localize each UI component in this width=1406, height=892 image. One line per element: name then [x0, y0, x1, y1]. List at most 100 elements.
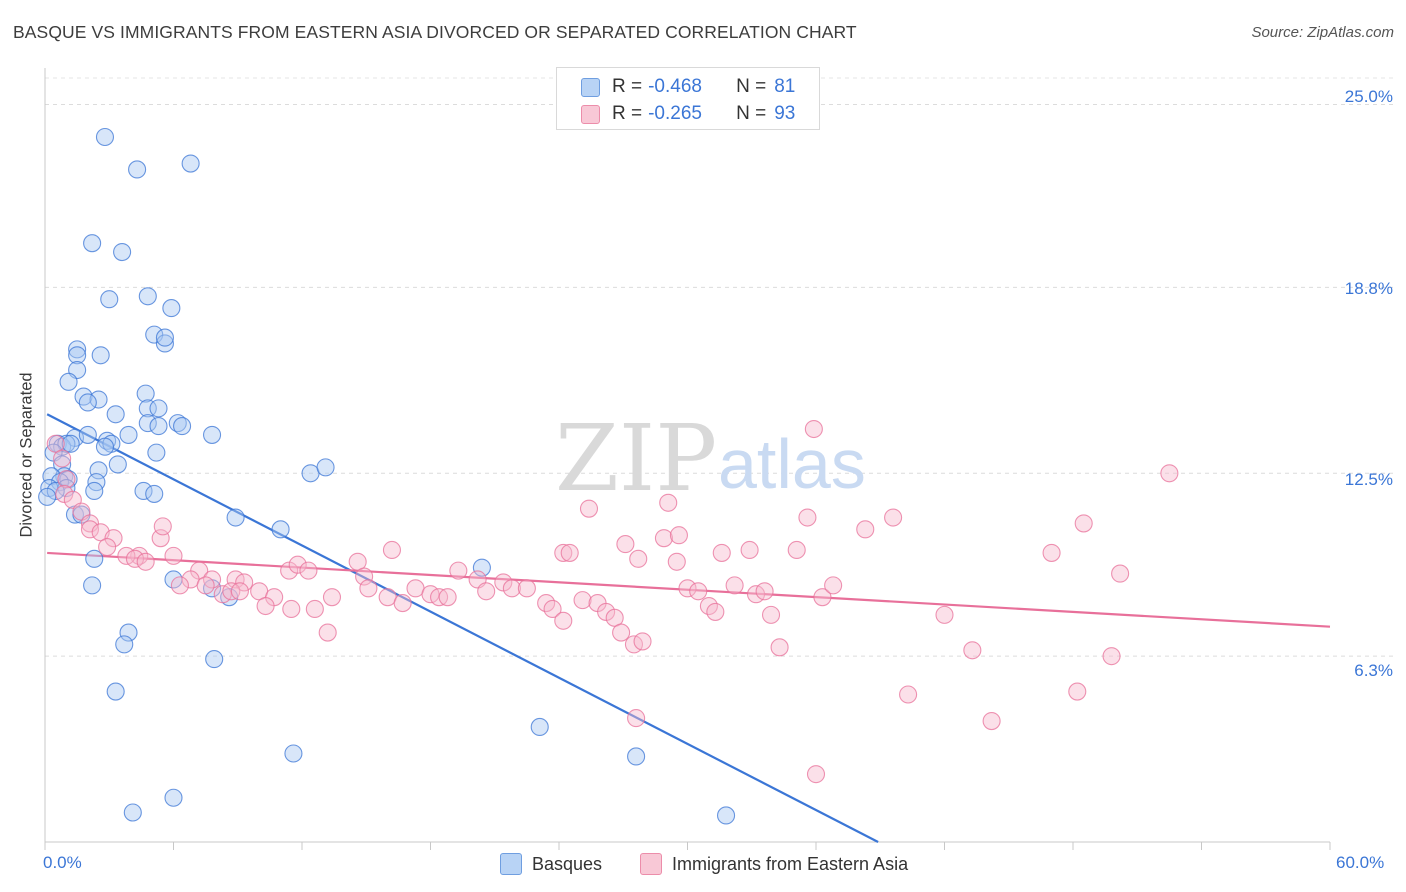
eastern-asia-point — [824, 576, 843, 595]
basques-point — [95, 437, 115, 456]
basques-point — [226, 508, 245, 527]
basques-point — [138, 399, 157, 418]
basques-point — [115, 635, 134, 654]
eastern-asia-point — [164, 546, 183, 565]
eastern-asia-point — [1160, 464, 1179, 483]
eastern-asia-point — [322, 588, 342, 607]
basques-point — [145, 484, 164, 503]
eastern-asia-point — [477, 582, 496, 601]
basques-point — [164, 788, 183, 807]
eastern-asia-point — [554, 543, 573, 562]
eastern-asia-point — [543, 599, 562, 619]
eastern-asia-point — [230, 582, 249, 601]
chart-title: BASQUE VS IMMIGRANTS FROM EASTERN ASIA D… — [13, 22, 857, 42]
correlation-legend: R = -0.468 N = 81 R = -0.265 N = 93 — [556, 67, 820, 130]
eastern-asia-point — [256, 596, 275, 616]
eastern-asia-point — [80, 514, 100, 533]
basques-point — [113, 242, 132, 262]
basques-point — [316, 458, 335, 477]
basques-point — [155, 328, 174, 347]
eastern-asia-point — [787, 540, 806, 560]
basques-point — [83, 234, 102, 253]
basques-point — [108, 455, 127, 474]
basques-point — [78, 425, 97, 444]
eastern-asia-point — [151, 529, 170, 548]
eastern-asia-point — [53, 449, 72, 468]
legend-label: Basques — [532, 853, 603, 874]
basques-point — [181, 154, 200, 173]
eastern-asia-point — [125, 549, 144, 568]
eastern-asia-point — [170, 576, 189, 595]
watermark-zip: ZIP — [555, 405, 717, 512]
eastern-asia-point — [235, 573, 254, 592]
legend-item-basques[interactable]: Basques — [500, 852, 602, 876]
r-label: R = — [612, 76, 643, 97]
legend-row-eastern-asia: R = -0.265 N = 93 — [581, 101, 795, 127]
source-label: Source: ZipAtlas.com — [1251, 24, 1394, 41]
basques-point — [203, 425, 222, 444]
basques-point — [138, 287, 157, 306]
basques-point — [205, 650, 224, 669]
eastern-asia-point — [393, 594, 412, 613]
basques-point — [61, 434, 80, 453]
basques-point — [627, 747, 646, 766]
eastern-asia-point — [629, 549, 648, 568]
basques-point — [472, 558, 491, 577]
legend-label: Immigrants from Eastern Asia — [672, 853, 909, 874]
eastern-asia-point — [740, 540, 759, 560]
eastern-asia-point — [305, 599, 324, 619]
basques-point — [38, 487, 57, 506]
basques-point — [89, 390, 108, 409]
eastern-asia-point — [935, 605, 954, 624]
basques-point — [149, 399, 168, 418]
basques-point — [530, 717, 549, 737]
basques-point — [155, 334, 174, 353]
basques-point — [78, 393, 97, 412]
eastern-asia-point — [612, 623, 631, 642]
eastern-asia-point — [654, 529, 673, 548]
eastern-asia-point — [359, 579, 378, 598]
n-value: 93 — [774, 103, 796, 124]
eastern-asia-point — [798, 508, 817, 527]
eastern-asia-point — [579, 499, 599, 518]
eastern-asia-point — [502, 579, 521, 598]
eastern-asia-point — [627, 709, 646, 728]
eastern-asia-point — [517, 579, 536, 598]
eastern-asia-point — [1042, 543, 1061, 562]
basques-point — [59, 372, 78, 391]
basques-point — [85, 481, 104, 501]
y-tick-label-18-8: 18.8% — [1344, 279, 1393, 298]
eastern-asia-point — [1068, 682, 1087, 701]
eastern-asia-point — [899, 685, 918, 704]
eastern-asia-point — [560, 543, 579, 562]
eastern-asia-point — [712, 543, 731, 562]
eastern-asia-point — [667, 552, 686, 571]
eastern-asia-point — [804, 419, 823, 439]
basques-point — [85, 549, 104, 568]
eastern-asia-point — [282, 599, 301, 619]
n-value: 81 — [774, 76, 796, 97]
basques-point — [57, 434, 76, 453]
eastern-asia-point — [669, 526, 688, 545]
basques-point — [91, 346, 110, 365]
eastern-asia-point — [706, 602, 725, 621]
eastern-asia-point — [136, 552, 155, 571]
eastern-asia-point — [633, 632, 652, 651]
y-tick-label-25: 25.0% — [1344, 87, 1393, 106]
basques-point — [89, 461, 108, 480]
basques-point — [95, 127, 115, 147]
eastern-asia-point — [1102, 647, 1121, 666]
legend-item-eastern-asia[interactable]: Immigrants from Eastern Asia — [640, 852, 908, 876]
r-value: -0.468 — [648, 76, 702, 97]
basques-point — [162, 299, 181, 318]
basques-point — [136, 384, 155, 403]
basques-point — [106, 405, 125, 424]
eastern-asia-point — [98, 537, 117, 557]
x-tick-label-min: 0.0% — [43, 853, 82, 872]
eastern-asia-point — [449, 561, 468, 580]
eastern-asia-point — [1074, 514, 1093, 533]
r-label: R = — [612, 103, 643, 124]
eastern-asia-point — [355, 567, 374, 586]
eastern-asia-point — [104, 529, 123, 548]
basques-point — [106, 682, 125, 701]
